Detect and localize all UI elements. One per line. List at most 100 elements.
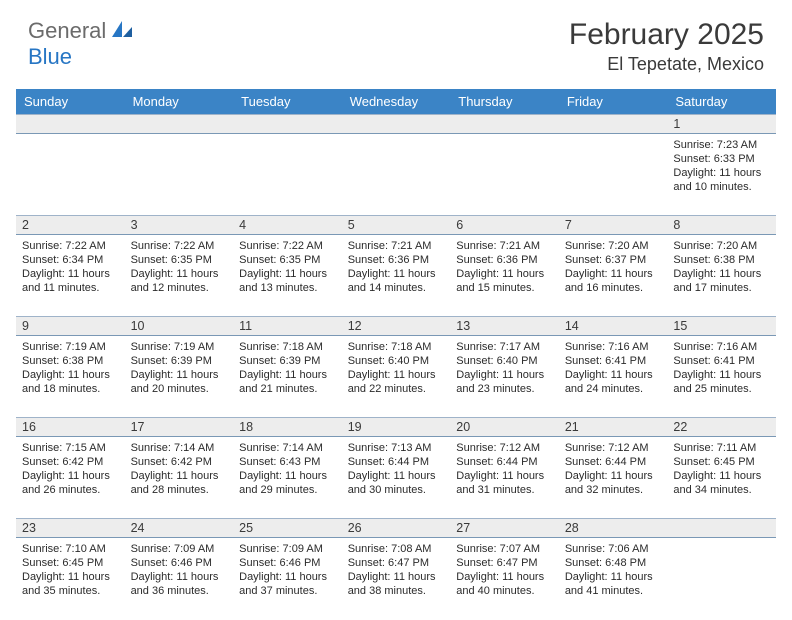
day-dl1: Daylight: 11 hours <box>673 166 770 180</box>
day-dl1: Daylight: 11 hours <box>456 469 553 483</box>
day-cell: Sunrise: 7:20 AMSunset: 6:38 PMDaylight:… <box>667 235 776 317</box>
day-data: Sunrise: 7:15 AMSunset: 6:42 PMDaylight:… <box>22 441 119 497</box>
day-header: Friday <box>559 89 668 115</box>
day-number: 10 <box>131 319 145 333</box>
day-data: Sunrise: 7:23 AMSunset: 6:33 PMDaylight:… <box>673 138 770 194</box>
daynum-row: 1 <box>16 115 776 134</box>
day-number-cell <box>125 115 234 134</box>
day-sr: Sunrise: 7:23 AM <box>673 138 770 152</box>
day-dl1: Daylight: 11 hours <box>348 267 445 281</box>
day-ss: Sunset: 6:46 PM <box>239 556 336 570</box>
day-dl2: and 21 minutes. <box>239 382 336 396</box>
day-dl2: and 23 minutes. <box>456 382 553 396</box>
week-row: Sunrise: 7:15 AMSunset: 6:42 PMDaylight:… <box>16 437 776 519</box>
day-data: Sunrise: 7:18 AMSunset: 6:39 PMDaylight:… <box>239 340 336 396</box>
day-dl1: Daylight: 11 hours <box>239 368 336 382</box>
day-dl1: Daylight: 11 hours <box>131 469 228 483</box>
day-ss: Sunset: 6:40 PM <box>456 354 553 368</box>
day-sr: Sunrise: 7:11 AM <box>673 441 770 455</box>
day-ss: Sunset: 6:48 PM <box>565 556 662 570</box>
day-sr: Sunrise: 7:10 AM <box>22 542 119 556</box>
day-number: 4 <box>239 218 246 232</box>
day-header: Monday <box>125 89 234 115</box>
day-dl2: and 40 minutes. <box>456 584 553 598</box>
day-dl2: and 24 minutes. <box>565 382 662 396</box>
day-number: 14 <box>565 319 579 333</box>
day-cell <box>342 134 451 216</box>
day-number-cell: 5 <box>342 216 451 235</box>
day-number: 18 <box>239 420 253 434</box>
day-dl1: Daylight: 11 hours <box>22 469 119 483</box>
day-dl2: and 30 minutes. <box>348 483 445 497</box>
day-dl2: and 26 minutes. <box>22 483 119 497</box>
day-number: 9 <box>22 319 29 333</box>
day-number: 22 <box>673 420 687 434</box>
day-number-cell <box>233 115 342 134</box>
day-data: Sunrise: 7:21 AMSunset: 6:36 PMDaylight:… <box>456 239 553 295</box>
day-data: Sunrise: 7:14 AMSunset: 6:43 PMDaylight:… <box>239 441 336 497</box>
day-ss: Sunset: 6:39 PM <box>131 354 228 368</box>
day-dl2: and 32 minutes. <box>565 483 662 497</box>
day-number-cell: 11 <box>233 317 342 336</box>
day-sr: Sunrise: 7:20 AM <box>673 239 770 253</box>
day-dl2: and 14 minutes. <box>348 281 445 295</box>
day-dl1: Daylight: 11 hours <box>565 570 662 584</box>
day-number: 20 <box>456 420 470 434</box>
day-cell <box>125 134 234 216</box>
day-header: Thursday <box>450 89 559 115</box>
day-dl1: Daylight: 11 hours <box>673 267 770 281</box>
logo-text-general: General <box>28 18 106 44</box>
day-dl2: and 13 minutes. <box>239 281 336 295</box>
logo-blue-line2: Blue <box>28 44 72 70</box>
day-dl2: and 38 minutes. <box>348 584 445 598</box>
day-data: Sunrise: 7:09 AMSunset: 6:46 PMDaylight:… <box>239 542 336 598</box>
day-dl1: Daylight: 11 hours <box>565 267 662 281</box>
month-title: February 2025 <box>569 18 764 52</box>
week-row: Sunrise: 7:23 AMSunset: 6:33 PMDaylight:… <box>16 134 776 216</box>
day-number: 6 <box>456 218 463 232</box>
day-ss: Sunset: 6:38 PM <box>673 253 770 267</box>
day-header: Tuesday <box>233 89 342 115</box>
day-number-cell: 8 <box>667 216 776 235</box>
day-sr: Sunrise: 7:14 AM <box>239 441 336 455</box>
day-header: Wednesday <box>342 89 451 115</box>
day-number-cell: 23 <box>16 519 125 538</box>
day-number-cell: 6 <box>450 216 559 235</box>
day-number: 1 <box>673 117 680 131</box>
day-sr: Sunrise: 7:14 AM <box>131 441 228 455</box>
day-dl1: Daylight: 11 hours <box>456 570 553 584</box>
day-data: Sunrise: 7:16 AMSunset: 6:41 PMDaylight:… <box>673 340 770 396</box>
day-sr: Sunrise: 7:12 AM <box>456 441 553 455</box>
day-sr: Sunrise: 7:19 AM <box>22 340 119 354</box>
week-row: Sunrise: 7:22 AMSunset: 6:34 PMDaylight:… <box>16 235 776 317</box>
day-ss: Sunset: 6:47 PM <box>348 556 445 570</box>
day-sr: Sunrise: 7:21 AM <box>348 239 445 253</box>
day-number-cell: 21 <box>559 418 668 437</box>
day-ss: Sunset: 6:47 PM <box>456 556 553 570</box>
day-number: 17 <box>131 420 145 434</box>
day-data: Sunrise: 7:10 AMSunset: 6:45 PMDaylight:… <box>22 542 119 598</box>
day-sr: Sunrise: 7:17 AM <box>456 340 553 354</box>
day-cell: Sunrise: 7:06 AMSunset: 6:48 PMDaylight:… <box>559 538 668 620</box>
day-dl2: and 22 minutes. <box>348 382 445 396</box>
day-ss: Sunset: 6:45 PM <box>22 556 119 570</box>
day-cell <box>233 134 342 216</box>
day-dl1: Daylight: 11 hours <box>239 267 336 281</box>
day-number-cell: 22 <box>667 418 776 437</box>
title-block: February 2025 El Tepetate, Mexico <box>569 18 764 75</box>
week-row: Sunrise: 7:10 AMSunset: 6:45 PM Daylight:… <box>16 538 776 620</box>
day-cell: Sunrise: 7:21 AMSunset: 6:36 PMDaylight:… <box>342 235 451 317</box>
day-cell: Sunrise: 7:11 AMSunset: 6:45 PMDaylight:… <box>667 437 776 519</box>
logo-sail-icon <box>110 19 134 44</box>
day-dl1: Daylight: 11 hours <box>456 267 553 281</box>
day-number-cell: 16 <box>16 418 125 437</box>
day-cell <box>667 538 776 620</box>
day-data: Sunrise: 7:09 AMSunset: 6:46 PMDaylight:… <box>131 542 228 598</box>
day-number: 15 <box>673 319 687 333</box>
day-cell: Sunrise: 7:20 AMSunset: 6:37 PMDaylight:… <box>559 235 668 317</box>
day-data: Sunrise: 7:22 AMSunset: 6:35 PMDaylight:… <box>239 239 336 295</box>
day-data: Sunrise: 7:19 AMSunset: 6:39 PMDaylight:… <box>131 340 228 396</box>
day-number: 25 <box>239 521 253 535</box>
day-cell <box>559 134 668 216</box>
day-cell: Sunrise: 7:16 AMSunset: 6:41 PMDaylight:… <box>559 336 668 418</box>
